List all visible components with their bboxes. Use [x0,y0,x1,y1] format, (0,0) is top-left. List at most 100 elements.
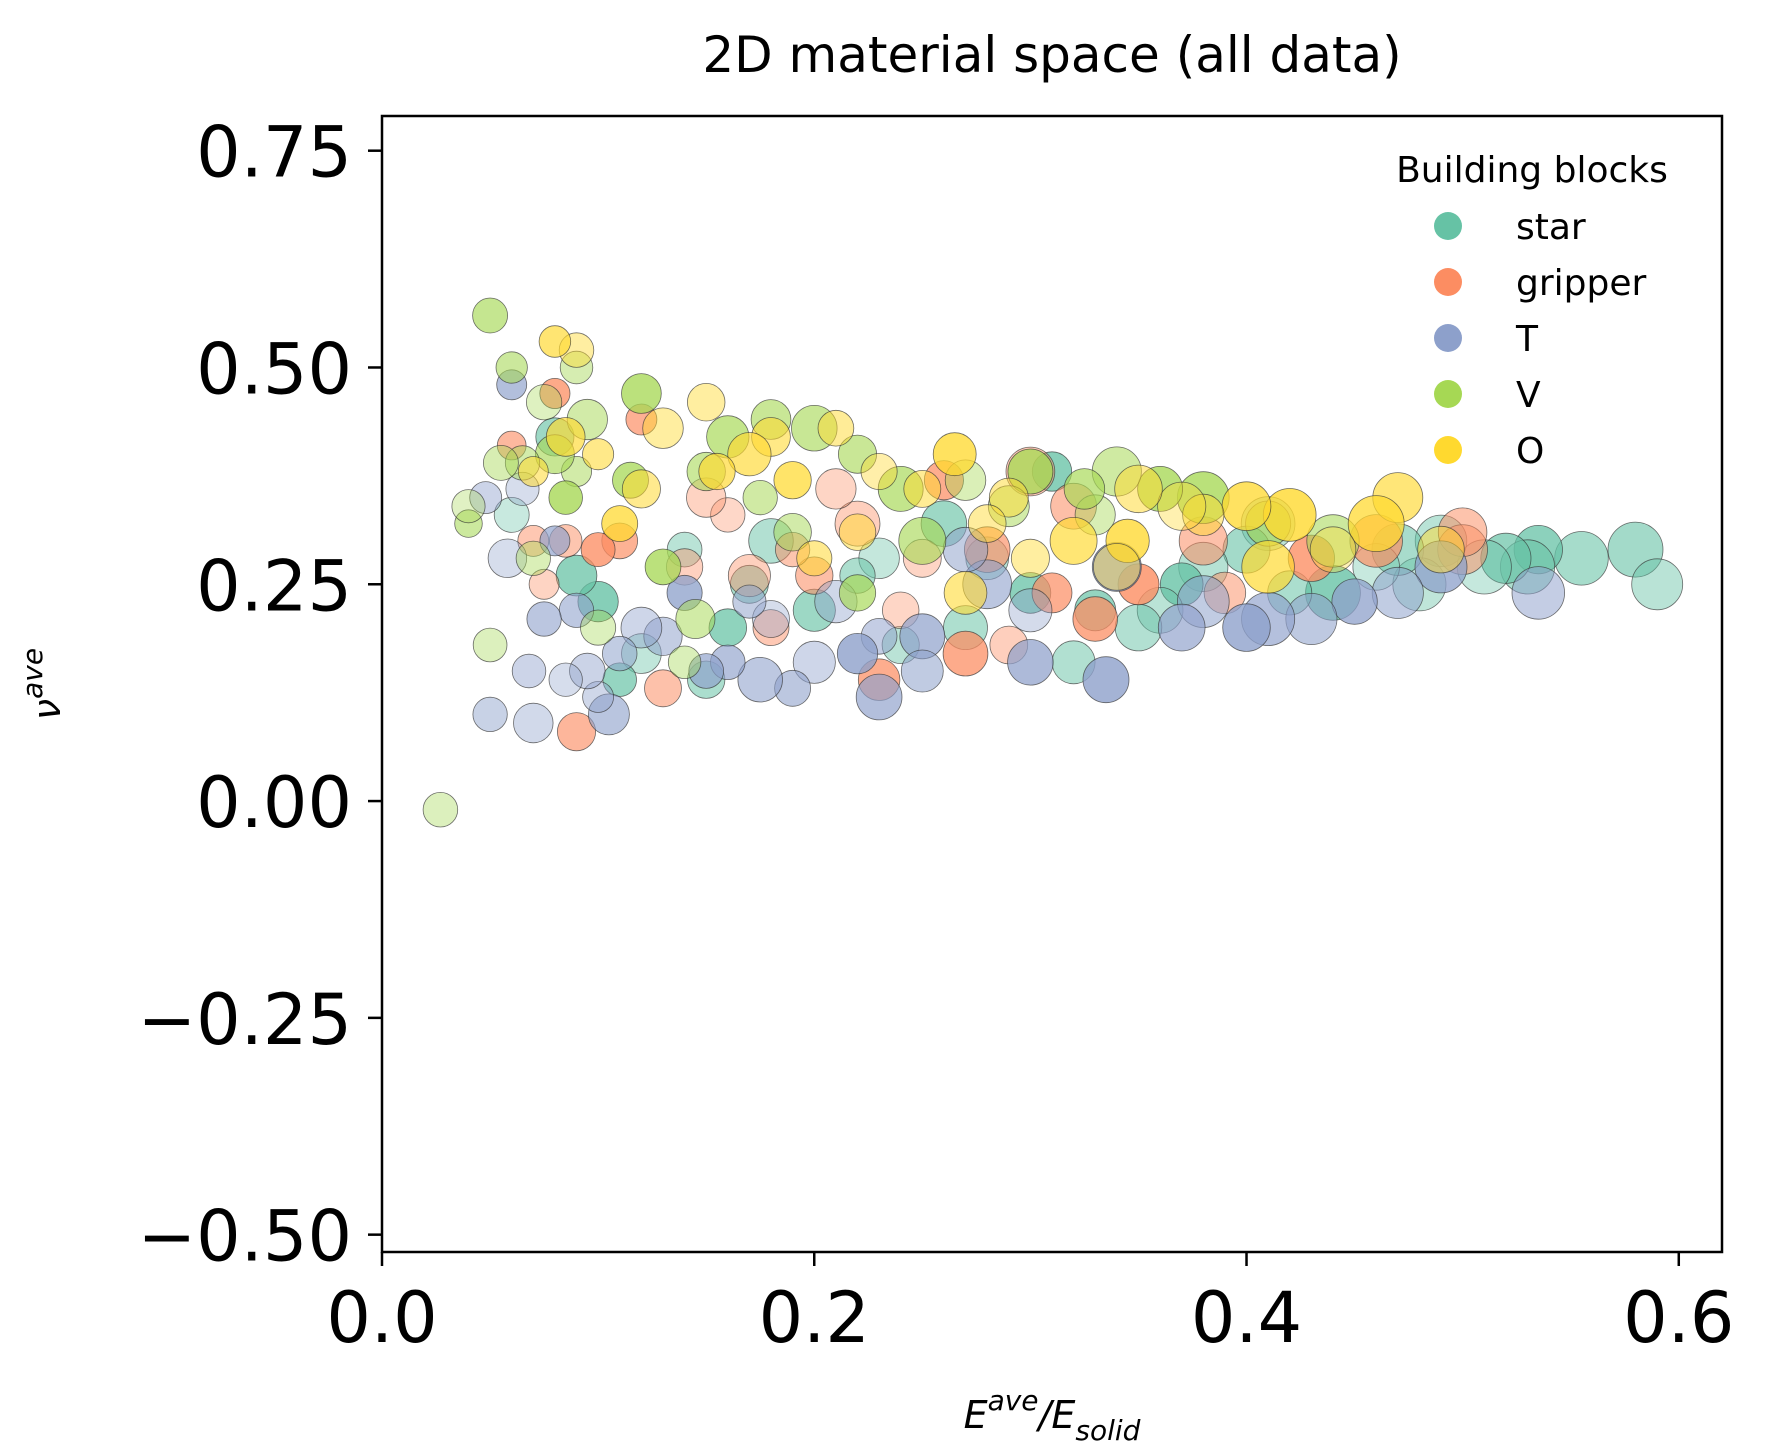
point-t-21 [792,640,836,684]
point-t-29 [643,616,683,656]
point-v-35 [482,444,519,481]
point-gripper-34 [528,568,560,600]
point-o-0 [1417,525,1465,574]
point-v-22 [644,548,682,586]
point-o-16 [943,571,988,615]
x-tick-label: 0.2 [759,1277,870,1359]
point-o-9 [1114,464,1163,514]
legend-label-o: O [1516,431,1544,472]
point-v-38 [454,509,483,538]
point-v-37 [472,627,508,663]
point-v-23 [621,373,662,414]
point-v-39 [451,489,486,524]
point-o-21 [817,409,855,447]
point-o-14 [988,477,1029,518]
point-o-10 [1105,518,1150,564]
point-v-40 [422,792,459,828]
point-o-5 [1241,540,1295,594]
point-o-11 [1093,543,1141,591]
point-o-13 [1010,538,1050,578]
point-v-17 [742,479,778,516]
point-v-10 [898,517,947,565]
point-t-11 [1007,639,1054,686]
point-v-25 [580,609,617,646]
point-o-7 [1182,493,1225,537]
x-tick-label: 0.4 [1191,1277,1302,1359]
point-o-18 [903,469,942,508]
legend-marker-star [1434,212,1462,240]
point-t-40 [511,653,547,689]
point-t-8 [1157,603,1206,652]
point-t-36 [548,662,583,697]
x-axis-label: Eave/Esolid [964,1384,1141,1447]
point-t-27 [688,653,724,689]
chart-title: 2D material space (all data) [702,26,1401,84]
axis-ticks: 0.0 0.2 0.4 0.6 −0.50 −0.25 0.00 0.25 0.50 0.75 [137,112,1734,1359]
point-t-10 [1082,656,1130,704]
point-v-6 [1063,468,1106,510]
point-o-19 [860,452,898,490]
point-gripper-22 [752,609,790,646]
point-t-39 [513,702,554,744]
y-tick-label: −0.25 [137,979,352,1061]
point-o-12 [1049,517,1098,565]
point-o-29 [621,469,661,509]
point-o-2 [1347,495,1405,552]
point-t-45 [469,481,503,515]
point-t-3 [1331,578,1378,625]
point-gripper-27 [644,669,682,708]
y-axis-label: νave [16,648,69,720]
point-t-30 [620,606,663,649]
point-t-32 [588,693,630,736]
legend-title: Building blocks [1396,150,1668,191]
point-o-6 [1221,481,1272,532]
point-o-28 [642,407,684,449]
legend-label-t: T [1515,319,1539,360]
legend-label-v: V [1516,375,1541,416]
point-gripper-19 [815,468,857,510]
point-gripper-24 [710,497,746,533]
point-star-2 [1554,531,1609,586]
point-gripper-33 [539,377,571,409]
point-o-35 [517,456,549,487]
y-tick-label: 0.00 [196,762,352,844]
point-star-40 [493,497,530,533]
point-o-34 [538,325,572,358]
point-t-12 [1008,588,1053,633]
point-o-22 [796,540,833,577]
point-v-34 [495,351,528,384]
point-t-43 [487,538,528,578]
y-tick-label: 0.25 [196,545,352,627]
point-o-23 [773,461,812,500]
legend-marker-t [1434,324,1462,352]
point-v-13 [838,574,877,612]
legend: Building blocks star gripper TVO [1396,150,1668,472]
point-t-17 [855,673,903,721]
point-v-20 [675,599,716,640]
point-o-15 [967,504,1007,543]
point-t-25 [732,584,767,619]
point-t-19 [836,632,879,675]
point-o-31 [582,438,615,471]
point-o-3 [1309,526,1357,573]
point-gripper-30 [580,532,616,567]
point-o-27 [687,383,726,422]
point-gripper-31 [557,712,597,752]
point-t-44 [472,696,508,733]
point-o-30 [601,505,639,542]
scatter-points [422,297,1684,828]
point-v-36 [472,297,509,334]
x-tick-label: 0.0 [326,1277,437,1359]
point-o-17 [932,432,977,477]
x-tick-label: 0.6 [1623,1277,1734,1359]
point-o-26 [698,452,736,491]
point-t-6 [1222,603,1271,652]
point-o-8 [1157,481,1207,531]
point-v-21 [667,645,702,679]
point-gripper-13 [942,630,989,677]
legend-label-star: star [1516,207,1586,248]
point-v-31 [525,384,563,421]
point-t-24 [737,657,783,703]
y-tick-label: −0.50 [137,1196,352,1278]
